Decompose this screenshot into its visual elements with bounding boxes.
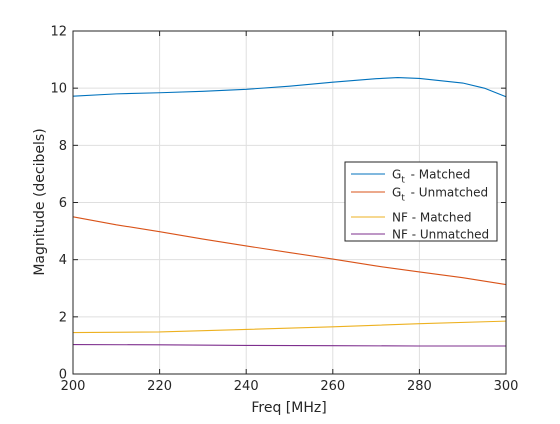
series-line xyxy=(72,320,507,334)
legend-box xyxy=(344,161,498,242)
x-tick-label: 200 xyxy=(61,379,86,394)
y-tick-label: 8 xyxy=(59,139,67,154)
y-tick-label: 2 xyxy=(59,310,67,325)
x-tick-label: 280 xyxy=(407,379,432,394)
legend-label: Gt - Matched xyxy=(392,168,470,186)
x-tick-label: 220 xyxy=(147,379,172,394)
x-axis-title: Freq [MHz] xyxy=(251,400,326,416)
x-tick-label: 240 xyxy=(234,379,259,394)
series-line xyxy=(72,344,506,347)
y-axis-title: Magnitude (decibels) xyxy=(32,128,48,275)
legend-label: NF - Unmatched xyxy=(392,228,489,242)
y-tick-label: 0 xyxy=(59,368,67,383)
series-line xyxy=(72,77,507,98)
legend-label: Gt - Unmatched xyxy=(392,186,488,204)
y-tick-label: 12 xyxy=(50,25,67,40)
y-tick-label: 4 xyxy=(59,253,67,268)
series-line xyxy=(72,216,507,286)
x-tick-label: 260 xyxy=(320,379,345,394)
y-tick-label: 6 xyxy=(59,196,67,211)
legend-label: NF - Matched xyxy=(392,211,471,225)
x-tick-label: 300 xyxy=(494,379,519,394)
y-tick-label: 10 xyxy=(50,82,67,97)
